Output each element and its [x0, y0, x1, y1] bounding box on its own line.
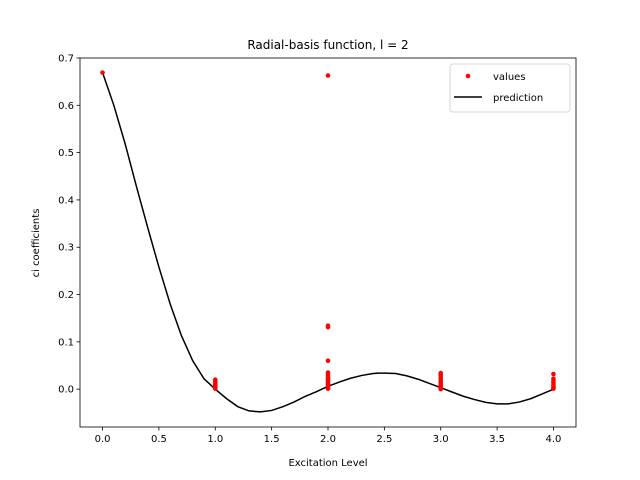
y-tick-label: 0.5	[58, 148, 74, 159]
y-tick-label: 0.1	[58, 337, 74, 348]
data-point-values	[551, 386, 556, 391]
x-tick-label: 0.5	[151, 434, 167, 445]
x-tick-label: 1.5	[264, 434, 280, 445]
data-point-values	[551, 371, 556, 377]
series-line-prediction	[101, 72, 554, 413]
y-tick-label: 0.2	[58, 290, 74, 301]
data-point-values	[325, 324, 331, 330]
data-point-values	[438, 386, 444, 392]
y-axis-label: ci coefficients	[31, 209, 42, 278]
y-tick-label: 0.3	[58, 243, 74, 254]
legend-label-prediction: prediction	[493, 93, 543, 104]
x-tick-label: 3.5	[489, 434, 505, 445]
x-axis-label: Excitation Level	[288, 458, 367, 469]
x-tick-label: 2.0	[320, 434, 336, 445]
legend-marker-values	[465, 73, 471, 79]
data-point-values	[100, 70, 105, 75]
chart-title: Radial-basis function, l = 2	[247, 38, 408, 52]
y-tick-label: 0.4	[58, 195, 74, 206]
y-tick-label: 0.0	[58, 385, 74, 396]
x-tick-label: 1.0	[207, 434, 223, 445]
x-tick-label: 4.0	[546, 434, 562, 445]
y-tick-label: 0.6	[58, 101, 74, 112]
x-tick-label: 0.0	[95, 434, 111, 445]
plot-area: 0.0 0.5 1.0 1.5 2.0 2.5 3.0 3.5 4.0 0.0 0.1 0.2 0.3 0…	[58, 54, 577, 445]
x-tick-label: 2.5	[376, 434, 392, 445]
y-tick-label: 0.7	[58, 54, 74, 65]
data-point-values	[212, 386, 218, 391]
legend: values prediction	[449, 63, 571, 113]
legend-label-values: values	[493, 72, 526, 83]
data-point-values	[325, 386, 331, 391]
x-tick-label: 3.0	[433, 434, 449, 445]
data-point-values	[325, 358, 331, 364]
data-point-values	[325, 73, 331, 78]
legend-box	[449, 63, 571, 113]
